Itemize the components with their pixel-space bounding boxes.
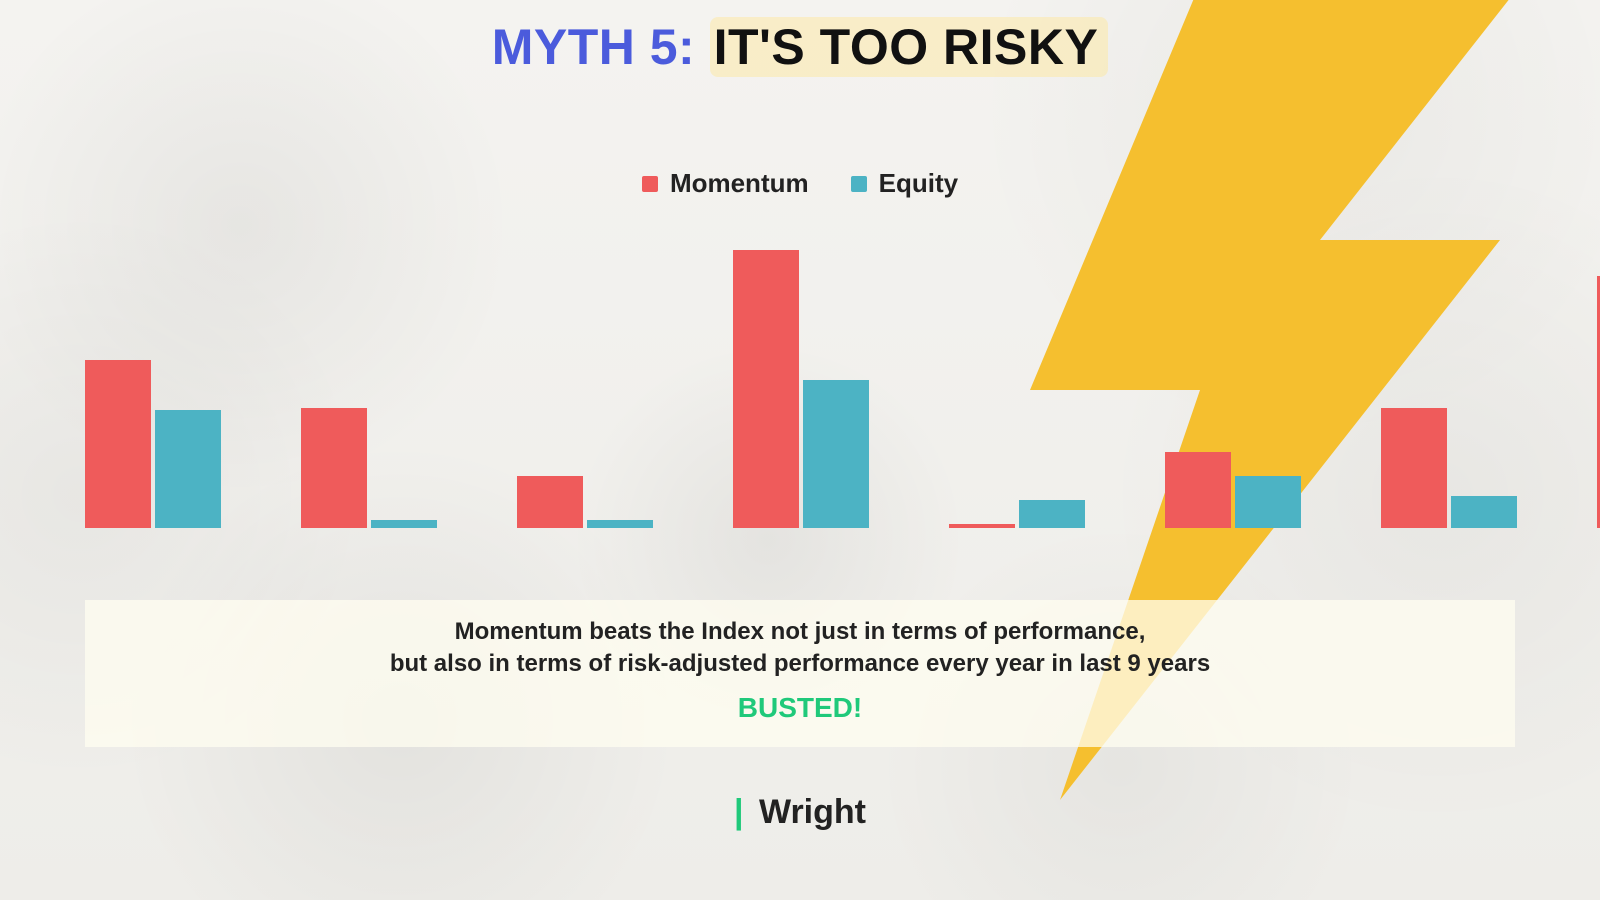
bar-equity bbox=[1235, 476, 1301, 528]
bar-group bbox=[1381, 228, 1517, 528]
bar-equity bbox=[587, 520, 653, 528]
bar-equity bbox=[1019, 500, 1085, 528]
bar-equity bbox=[1451, 496, 1517, 528]
bar-group bbox=[733, 228, 869, 528]
caption-line-1: Momentum beats the Index not just in ter… bbox=[105, 616, 1495, 648]
bar-group bbox=[301, 228, 437, 528]
caption-line-2: but also in terms of risk-adjusted perfo… bbox=[105, 648, 1495, 680]
bar-group bbox=[949, 228, 1085, 528]
bar-group bbox=[85, 228, 221, 528]
bar-momentum bbox=[733, 250, 799, 528]
bar-group bbox=[517, 228, 653, 528]
brand-footer: | Wright bbox=[0, 793, 1600, 832]
bar-equity bbox=[803, 380, 869, 528]
comparison-bar-chart bbox=[85, 228, 1515, 528]
title-prefix: MYTH 5: bbox=[492, 19, 696, 75]
bar-momentum bbox=[301, 408, 367, 528]
legend-swatch-momentum bbox=[642, 176, 658, 192]
bar-momentum bbox=[85, 360, 151, 528]
busted-label: BUSTED! bbox=[105, 689, 1495, 727]
bar-equity bbox=[371, 520, 437, 528]
caption-panel: Momentum beats the Index not just in ter… bbox=[85, 600, 1515, 747]
legend-item-momentum: Momentum bbox=[642, 168, 809, 199]
page-title: MYTH 5: IT'S TOO RISKY bbox=[0, 18, 1600, 76]
legend-item-equity: Equity bbox=[851, 168, 958, 199]
chart-legend: Momentum Equity bbox=[0, 168, 1600, 199]
brand-accent: | bbox=[734, 793, 744, 831]
bar-momentum bbox=[949, 524, 1015, 528]
bar-equity bbox=[155, 410, 221, 528]
bar-momentum bbox=[1381, 408, 1447, 528]
bar-momentum bbox=[517, 476, 583, 528]
legend-label-equity: Equity bbox=[879, 168, 958, 199]
legend-swatch-equity bbox=[851, 176, 867, 192]
bar-group bbox=[1165, 228, 1301, 528]
legend-label-momentum: Momentum bbox=[670, 168, 809, 199]
brand-name: Wright bbox=[759, 793, 866, 831]
bar-momentum bbox=[1165, 452, 1231, 528]
title-rest: IT'S TOO RISKY bbox=[710, 17, 1109, 77]
